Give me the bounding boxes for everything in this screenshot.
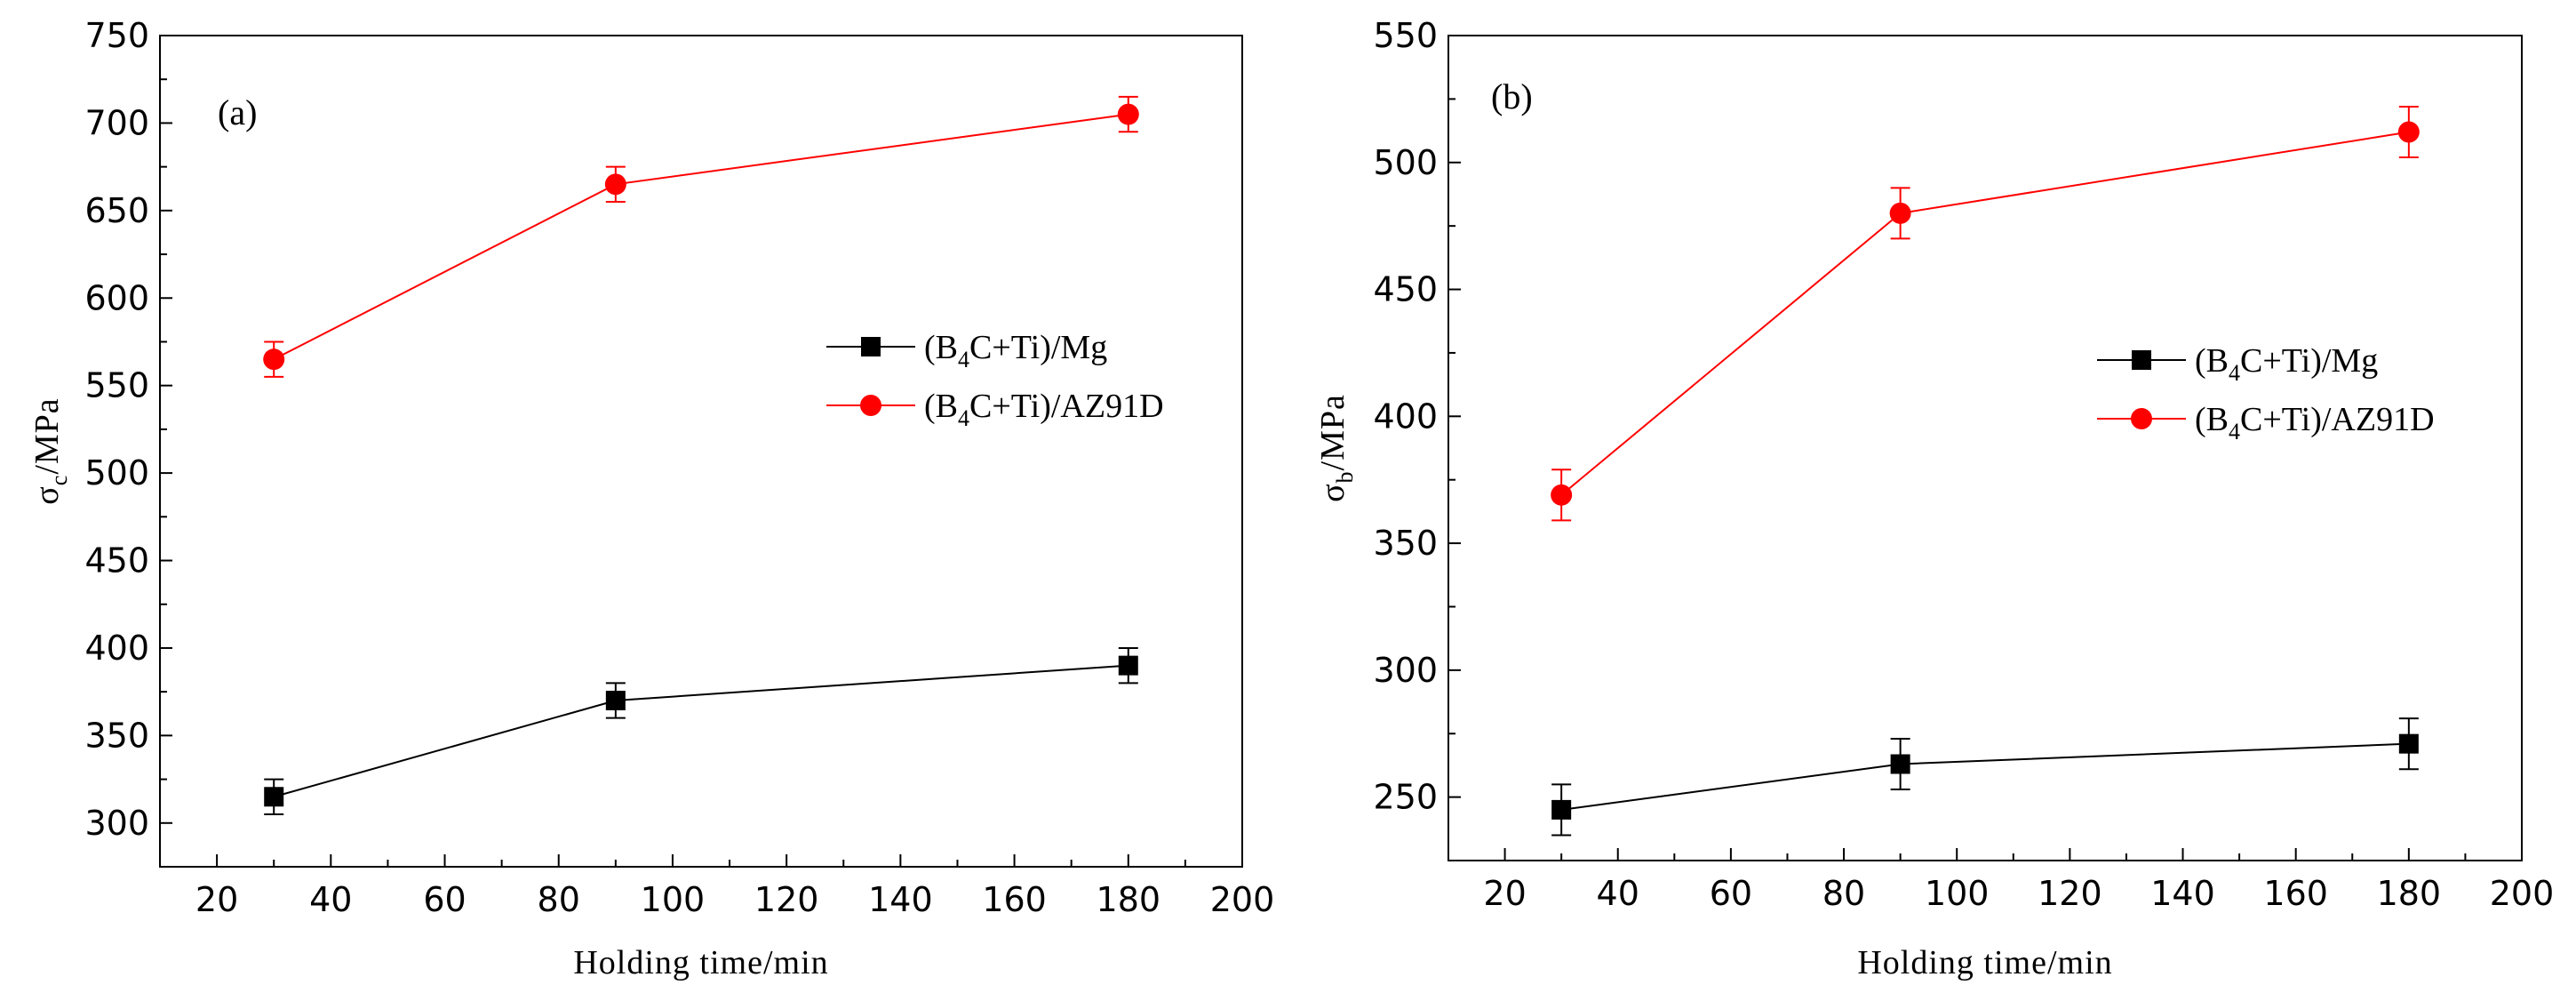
data-point — [1551, 799, 1572, 820]
x-tick-label: 60 — [1710, 874, 1752, 913]
data-point — [263, 348, 285, 371]
panel-label: (a) — [218, 92, 257, 132]
y-tick-label: 450 — [84, 541, 149, 581]
series-line — [273, 664, 1128, 798]
plot-frame — [1448, 35, 2523, 861]
plot-frame — [159, 35, 1243, 868]
legend-marker — [860, 395, 881, 416]
data-point — [1889, 202, 1911, 224]
y-tick-label: 550 — [84, 366, 149, 405]
y-tick-label: 550 — [1373, 16, 1438, 55]
data-point — [264, 787, 284, 807]
y-tick-label: 450 — [1373, 270, 1438, 309]
y-axis-title-symbol: σ — [1314, 483, 1352, 501]
x-tick-label: 60 — [423, 880, 466, 919]
y-tick-label: 500 — [84, 453, 149, 492]
x-tick-label: 200 — [2490, 874, 2555, 913]
y-axis-title-unit: /MPa — [1314, 394, 1352, 470]
x-tick-label: 120 — [2038, 874, 2102, 913]
y-tick-label: 750 — [84, 16, 149, 55]
series-line — [1560, 131, 2409, 496]
data-point — [2398, 733, 2419, 754]
chart-panel-b: 20 40 60 80 100 120 140 160 180 200 250 300 350 400 45… — [1314, 16, 2554, 981]
y-axis-title-subscript: c — [46, 475, 72, 486]
series-line — [1561, 742, 2409, 811]
legend-marker — [2132, 350, 2151, 370]
x-tick-label: 20 — [1483, 874, 1526, 913]
x-tick-label: 120 — [754, 880, 819, 919]
x-tick-label: 100 — [1925, 874, 1990, 913]
x-axis-title: Holding time/min — [573, 944, 828, 981]
x-tick-label: 180 — [1097, 880, 1161, 919]
y-axis-title: σb/MPa — [1314, 394, 1358, 502]
data-point — [2397, 121, 2420, 143]
chart-panel-a: 20 40 60 80 100 120 140 160 180 200 300 350 400 450 50… — [28, 16, 1274, 981]
y-tick-label: 300 — [84, 804, 149, 843]
x-tick-label: 80 — [1822, 874, 1865, 913]
data-point — [1551, 484, 1573, 506]
y-tick-label: 300 — [1373, 651, 1438, 690]
x-tick-label: 100 — [641, 880, 706, 919]
series-line — [273, 113, 1128, 361]
y-tick-label: 350 — [1373, 524, 1438, 563]
x-tick-label: 140 — [2150, 874, 2215, 913]
x-tick-label: 160 — [2263, 874, 2328, 913]
data-point — [605, 691, 626, 710]
y-tick-label: 400 — [84, 629, 149, 668]
legend-label: (B4C+Ti)/Mg — [924, 329, 1107, 372]
legend-label: (B4C+Ti)/AZ91D — [924, 388, 1164, 431]
x-axis-title: Holding time/min — [1857, 944, 2112, 981]
y-axis-title-symbol: σ — [28, 485, 66, 504]
data-point — [1890, 754, 1910, 774]
legend-marker — [2131, 408, 2152, 429]
y-tick-label: 600 — [84, 278, 149, 317]
data-point — [604, 173, 626, 196]
y-axis-title-subscript: b — [1332, 470, 1358, 483]
x-tick-label: 140 — [868, 880, 933, 919]
y-tick-label: 250 — [1373, 778, 1438, 817]
x-tick-label: 160 — [982, 880, 1047, 919]
data-point — [1118, 655, 1138, 676]
panel-label: (b) — [1491, 76, 1533, 116]
y-tick-label: 500 — [1373, 143, 1438, 182]
y-tick-label: 700 — [84, 103, 149, 142]
y-tick-label: 650 — [84, 191, 149, 230]
x-tick-label: 20 — [195, 880, 238, 919]
y-tick-label: 400 — [1373, 396, 1438, 436]
legend-label: (B4C+Ti)/Mg — [2195, 342, 2378, 386]
legend-marker — [861, 337, 881, 356]
x-tick-label: 40 — [309, 880, 352, 919]
data-point — [1117, 103, 1139, 125]
x-tick-label: 200 — [1210, 880, 1275, 919]
x-tick-label: 40 — [1597, 874, 1639, 913]
y-tick-label: 350 — [84, 716, 149, 755]
y-axis-title: σc/MPa — [28, 397, 72, 504]
x-tick-label: 80 — [538, 880, 580, 919]
x-tick-label: 180 — [2377, 874, 2442, 913]
legend-label: (B4C+Ti)/AZ91D — [2195, 401, 2435, 444]
y-axis-title-unit: /MPa — [28, 397, 66, 474]
